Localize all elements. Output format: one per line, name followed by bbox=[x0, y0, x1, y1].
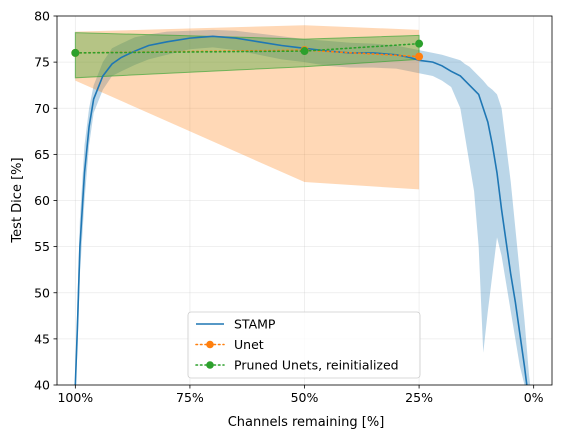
x-tick-label: 100% bbox=[57, 390, 93, 405]
y-tick-label: 40 bbox=[34, 378, 50, 393]
x-axis-label: Channels remaining [%] bbox=[228, 415, 385, 430]
legend-marker-1 bbox=[206, 340, 214, 349]
y-tick-label: 55 bbox=[34, 239, 50, 254]
x-tick-label: 0% bbox=[524, 390, 544, 405]
series-2-point bbox=[300, 47, 309, 56]
legend-box bbox=[187, 311, 421, 379]
series-1-point bbox=[415, 52, 424, 61]
y-tick-label: 80 bbox=[34, 9, 50, 24]
y-tick-label: 75 bbox=[34, 55, 50, 70]
y-tick-label: 65 bbox=[34, 147, 50, 162]
x-axis: 100% 75% 50% 25% 0% bbox=[57, 385, 544, 405]
legend-label-0: STAMP bbox=[234, 317, 276, 332]
y-tick-label: 45 bbox=[34, 331, 50, 346]
legend: STAMP Unet Pruned Unets, reinitialized bbox=[187, 311, 421, 379]
confidence-band-1 bbox=[75, 25, 420, 190]
y-tick-label: 60 bbox=[34, 193, 50, 208]
y-tick-label: 70 bbox=[34, 101, 50, 116]
y-axis-label: Test Dice [%] bbox=[10, 157, 25, 243]
x-tick-label: 50% bbox=[291, 390, 319, 405]
y-axis: 40 45 50 55 60 65 70 75 80 bbox=[34, 9, 57, 393]
series-2-point bbox=[71, 48, 80, 57]
confidence-band-0 bbox=[75, 29, 531, 385]
legend-label-2: Pruned Unets, reinitialized bbox=[234, 358, 399, 373]
legend-marker-2 bbox=[206, 361, 214, 369]
x-tick-label: 75% bbox=[176, 390, 204, 405]
legend-label-1: Unet bbox=[234, 337, 264, 352]
chart-markers bbox=[71, 39, 424, 61]
series-2-point bbox=[415, 39, 424, 48]
series-line-0 bbox=[74, 35, 528, 385]
y-tick-label: 50 bbox=[34, 285, 50, 300]
x-tick-label: 25% bbox=[405, 390, 433, 405]
